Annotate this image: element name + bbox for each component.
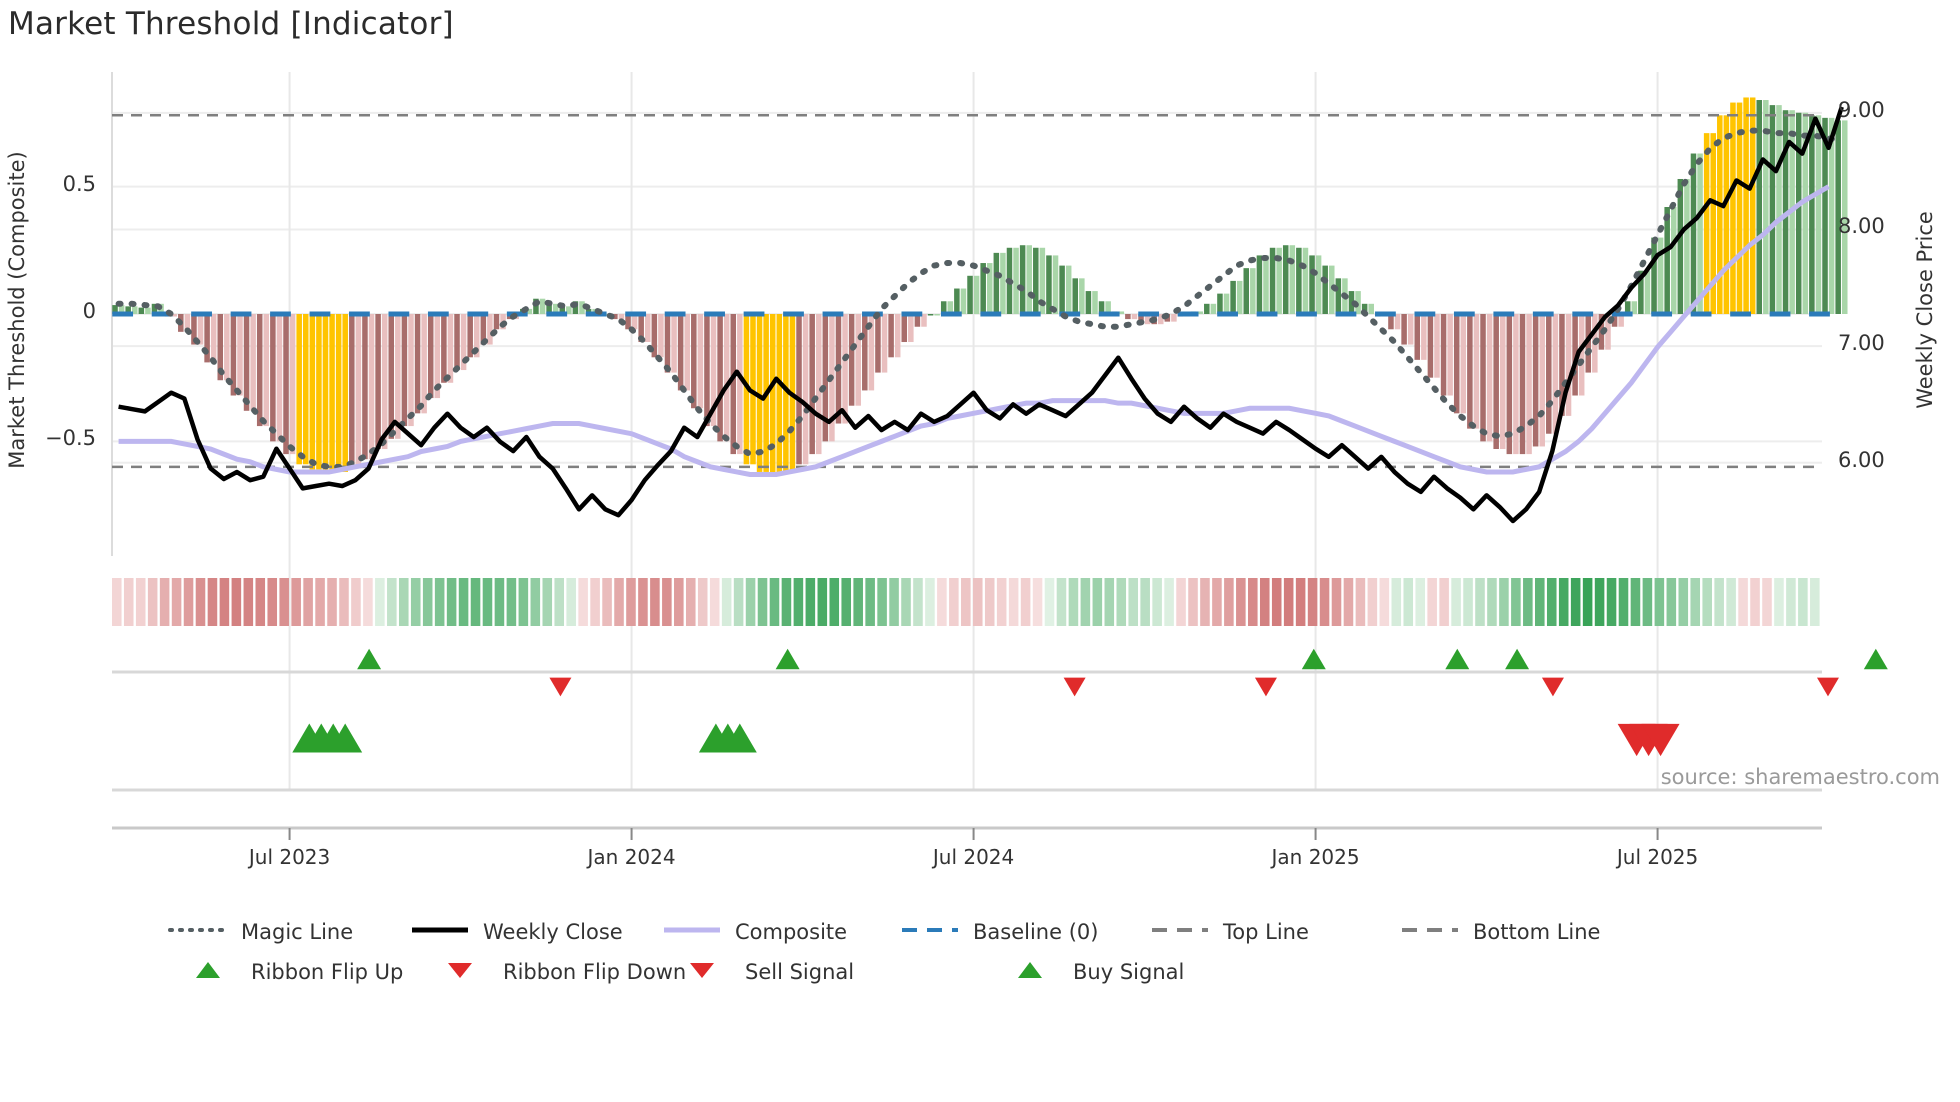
dashed-line-icon-wrap: [900, 922, 960, 942]
legend-item[interactable]: Ribbon Flip Down: [430, 960, 686, 984]
legend-item[interactable]: Magic Line: [168, 920, 353, 944]
x-axis-tick: Jan 2024: [587, 845, 676, 869]
legend-label: Weekly Close: [483, 920, 623, 944]
legend-label: Ribbon Flip Up: [251, 960, 404, 984]
y-axis-right-tick: 9.00: [1838, 97, 1885, 122]
legend-item[interactable]: Ribbon Flip Up: [178, 960, 403, 984]
dashed-line-icon-wrap: [1150, 922, 1210, 942]
legend-item[interactable]: Buy Signal: [1000, 960, 1184, 984]
y-axis-left-tick: −0.5: [45, 426, 96, 451]
triangle-down-icon-wrap: [672, 962, 732, 982]
triangle-down-icon: [690, 963, 714, 978]
x-axis-tick: Jul 2025: [1616, 845, 1699, 869]
legend-label: Buy Signal: [1073, 960, 1185, 984]
dashed-line-icon: [1402, 928, 1458, 932]
dotted-line-icon-wrap: [168, 922, 228, 942]
legend-item[interactable]: Top Line: [1150, 920, 1309, 944]
legend-item[interactable]: Bottom Line: [1400, 920, 1600, 944]
solid-line-icon-wrap: [662, 922, 722, 942]
triangle-down-icon-wrap: [430, 962, 490, 982]
dashed-line-icon-wrap: [1400, 922, 1460, 942]
y-axis-right-tick: 7.00: [1838, 331, 1885, 356]
y-axis-right-tick: 6.00: [1838, 447, 1885, 472]
legend-label: Bottom Line: [1473, 920, 1601, 944]
triangle-up-icon: [1018, 962, 1042, 978]
x-axis-tick: Jul 2023: [248, 845, 331, 869]
solid-line-icon-wrap: [410, 922, 470, 942]
legend-label: Magic Line: [241, 920, 354, 944]
y-axis-right-tick: 8.00: [1838, 214, 1885, 239]
legend-item[interactable]: Sell Signal: [672, 960, 854, 984]
triangle-up-icon-wrap: [1000, 962, 1060, 982]
indicator-chart: [111, 72, 1888, 840]
solid-line-icon: [412, 927, 468, 933]
source-attribution: source: sharemaestro.com: [1660, 765, 1940, 789]
legend-label: Baseline (0): [973, 920, 1099, 944]
y-axis-left-tick: 0.5: [62, 171, 96, 196]
y-axis-left-tick: 0: [82, 299, 96, 323]
legend-item[interactable]: Weekly Close: [410, 920, 623, 944]
triangle-down-icon: [448, 963, 472, 978]
dotted-line-icon: [168, 928, 228, 932]
legend-row-lines: Magic Line Weekly Close Composite Baseline …: [0, 912, 1960, 952]
page-title: Market Threshold [Indicator]: [8, 6, 454, 42]
x-axis-tick: Jul 2024: [932, 845, 1015, 869]
legend-label: Composite: [735, 920, 848, 944]
legend-label: Sell Signal: [745, 960, 855, 984]
triangle-up-icon: [196, 962, 220, 978]
legend-item[interactable]: Baseline (0): [900, 920, 1098, 944]
triangle-up-icon-wrap: [178, 962, 238, 982]
legend-label: Ribbon Flip Down: [503, 960, 687, 984]
dashed-line-icon: [1152, 928, 1208, 932]
legend-label: Top Line: [1223, 920, 1309, 944]
legend-row-markers: Ribbon Flip Up Ribbon Flip Down Sell Signa…: [0, 952, 1960, 992]
legend-item[interactable]: Composite: [662, 920, 847, 944]
chart-legend: Magic Line Weekly Close Composite Baseline …: [0, 912, 1960, 992]
x-axis-tick: Jan 2025: [1271, 845, 1360, 869]
dashed-line-icon: [902, 928, 958, 932]
solid-line-icon: [664, 927, 720, 933]
